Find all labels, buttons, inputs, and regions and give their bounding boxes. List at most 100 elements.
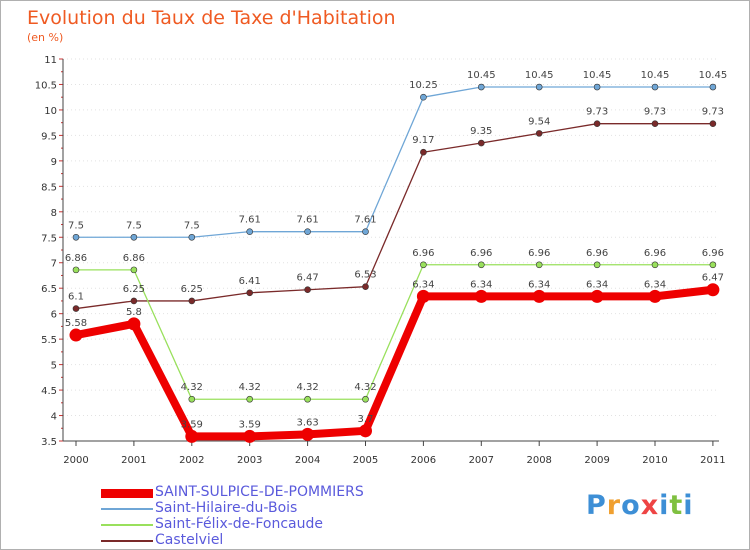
data-point: [532, 289, 546, 303]
data-label: 9.73: [586, 107, 608, 118]
series-line: [76, 86, 713, 238]
y-tick-label: 7.5: [41, 233, 57, 244]
data-label: 6.47: [702, 273, 724, 284]
data-point: [651, 120, 659, 127]
y-tick-label: 9.5: [41, 131, 57, 142]
legend-swatch: [101, 508, 153, 510]
y-tick-label: 10.5: [35, 80, 57, 91]
x-tick-label: 2003: [237, 455, 262, 466]
legend-label: Castelviel: [155, 532, 224, 548]
data-point: [593, 83, 601, 91]
data-label: 6.34: [412, 279, 434, 290]
data-label: 9.17: [412, 135, 434, 146]
data-point: [72, 233, 80, 241]
logo-letter: x: [640, 490, 660, 521]
data-point: [709, 120, 717, 127]
data-label: 9.73: [644, 107, 666, 118]
y-tick-label: 3.5: [41, 437, 57, 448]
data-point: [246, 289, 253, 297]
data-label: 7.61: [354, 215, 376, 226]
data-point: [477, 139, 485, 147]
x-tick-label: 2000: [63, 455, 88, 466]
y-tick-label: 9: [51, 157, 57, 168]
logo-letter: o: [621, 490, 641, 521]
data-point: [362, 395, 369, 403]
x-tick-label: 2004: [295, 455, 320, 466]
data-label: 4.32: [181, 382, 203, 393]
data-label: 6.86: [65, 253, 87, 264]
x-tick-label: 2009: [584, 455, 609, 466]
data-label: 6.86: [123, 253, 145, 264]
legend-label: Saint-Hilaire-du-Bois: [155, 500, 298, 516]
data-label: 5.8: [126, 307, 142, 318]
data-point: [69, 328, 83, 342]
x-tick-label: 2005: [353, 455, 378, 466]
data-point: [477, 83, 485, 91]
data-label: 6.34: [644, 279, 666, 290]
data-point: [706, 283, 720, 297]
data-point: [304, 395, 311, 403]
logo-letter: t: [669, 490, 684, 521]
data-label: 10.45: [583, 70, 612, 81]
data-label: 6.47: [296, 273, 318, 284]
data-label: 10.45: [525, 70, 554, 81]
logo-letter: r: [606, 490, 622, 521]
data-point: [130, 233, 138, 241]
data-label: 10.45: [641, 70, 670, 81]
data-label: 7.61: [296, 215, 318, 226]
data-point: [416, 289, 430, 303]
data-point: [651, 261, 659, 269]
data-point: [535, 261, 543, 269]
logo-letter: i: [659, 490, 670, 521]
data-label: 6.96: [702, 248, 724, 259]
data-point: [188, 233, 196, 241]
data-point: [474, 289, 488, 303]
legend-swatch: [101, 489, 153, 498]
data-point: [246, 395, 253, 403]
x-tick-label: 2011: [700, 455, 725, 466]
data-label: 7.5: [68, 220, 84, 231]
x-tick-label: 2002: [179, 455, 204, 466]
data-label: 6.25: [181, 284, 203, 295]
y-tick-label: 5.5: [41, 335, 57, 346]
x-tick-label: 2007: [469, 455, 494, 466]
data-point: [709, 261, 717, 269]
data-point: [648, 289, 662, 303]
y-tick-label: 8.5: [41, 182, 57, 193]
data-point: [477, 261, 485, 269]
y-tick-label: 4.5: [41, 386, 57, 397]
data-label: 7.61: [239, 215, 261, 226]
data-point: [535, 83, 543, 91]
data-label: 6.96: [470, 248, 492, 259]
data-label: 4.32: [239, 382, 261, 393]
data-label: 3.59: [181, 419, 203, 430]
legend-swatch: [101, 524, 153, 526]
data-point: [304, 286, 311, 294]
data-point: [130, 297, 138, 305]
x-tick-label: 2008: [526, 455, 551, 466]
data-label: 10.25: [409, 80, 438, 91]
y-tick-label: 4: [51, 412, 57, 423]
data-point: [246, 228, 253, 235]
logo-letter: i: [683, 490, 694, 521]
series-line: [76, 264, 713, 400]
y-tick-label: 5: [51, 361, 57, 372]
data-point: [709, 83, 717, 91]
data-label: 7.5: [184, 220, 200, 231]
y-tick-label: 11: [44, 55, 57, 66]
legend-label: Saint-Félix-de-Foncaude: [155, 516, 323, 532]
data-point: [593, 120, 601, 127]
proxiti-logo: Proxiti: [586, 490, 694, 521]
y-tick-label: 6.5: [41, 284, 57, 295]
data-point: [301, 427, 315, 441]
data-label: 3.7: [358, 414, 374, 425]
logo-letter: P: [586, 490, 607, 521]
data-point: [188, 395, 196, 403]
data-point: [651, 83, 659, 91]
legend-label: SAINT-SULPICE-DE-POMMIERS: [155, 484, 364, 500]
data-point: [420, 93, 427, 101]
data-label: 6.53: [354, 270, 376, 281]
data-label: 7.5: [126, 220, 142, 231]
data-point: [593, 261, 601, 269]
data-label: 10.45: [467, 70, 496, 81]
